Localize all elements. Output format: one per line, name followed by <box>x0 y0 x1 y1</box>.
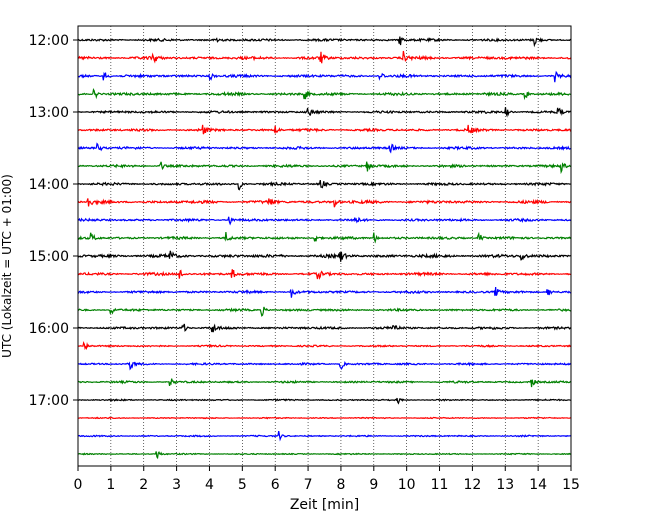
x-tick-label: 7 <box>304 477 313 493</box>
x-axis-label: Zeit [min] <box>290 497 359 513</box>
trace-line <box>77 161 571 175</box>
y-tick-label: 17:00 <box>29 393 69 409</box>
x-tick-label: 4 <box>205 477 214 493</box>
x-tick-label: 15 <box>562 477 580 493</box>
y-tick-label: 15:00 <box>29 249 69 265</box>
trace-line <box>77 142 572 154</box>
trace-line <box>77 451 572 460</box>
trace-line <box>77 340 572 351</box>
x-tick-label: 10 <box>398 477 416 493</box>
y-tick-label: 13:00 <box>29 105 69 121</box>
x-tick-label: 1 <box>106 477 115 493</box>
x-tick-label: 9 <box>369 477 378 493</box>
trace-line <box>77 216 572 226</box>
trace-line <box>77 416 572 420</box>
trace-line <box>77 430 572 442</box>
y-axis-label: UTC (Lokalzeit = UTC + 01:00) <box>0 174 14 358</box>
x-tick-label: 14 <box>529 477 547 493</box>
trace-line <box>77 306 572 317</box>
trace-line <box>77 287 572 298</box>
y-tick-label: 16:00 <box>29 321 69 337</box>
y-tick-label: 12:00 <box>29 33 69 49</box>
x-tick-label: 11 <box>431 477 449 493</box>
y-axis-ticks: 12:00 13:00 14:00 15:00 16:00 17:00 <box>29 33 78 409</box>
trace-line <box>77 70 572 83</box>
trace-group <box>77 36 572 460</box>
plot-frame <box>77 25 572 467</box>
x-tick-label: 0 <box>74 477 83 493</box>
trace-line <box>77 198 572 208</box>
x-tick-label: 6 <box>271 477 280 493</box>
trace-line <box>77 323 572 333</box>
x-tick-label: 2 <box>139 477 148 493</box>
x-tick-label: 12 <box>463 477 481 493</box>
trace-line <box>77 124 572 135</box>
x-axis-ticks: 0 1 2 3 4 5 6 7 8 9 10 11 12 13 14 15 <box>74 466 580 493</box>
y-tick-label: 14:00 <box>29 177 69 193</box>
trace-line <box>77 107 572 118</box>
x-tick-label: 5 <box>238 477 247 493</box>
trace-line <box>77 50 572 64</box>
trace-line <box>77 179 572 191</box>
x-tick-label: 3 <box>172 477 181 493</box>
x-tick-label: 13 <box>496 477 514 493</box>
trace-line <box>77 397 572 405</box>
trace-line <box>77 36 572 48</box>
x-tick-label: 8 <box>336 477 345 493</box>
trace-line <box>77 378 572 388</box>
trace-line <box>77 250 572 262</box>
trace-line <box>77 269 572 280</box>
trace-line <box>77 87 572 101</box>
trace-line <box>77 231 572 244</box>
trace-line <box>77 360 572 371</box>
